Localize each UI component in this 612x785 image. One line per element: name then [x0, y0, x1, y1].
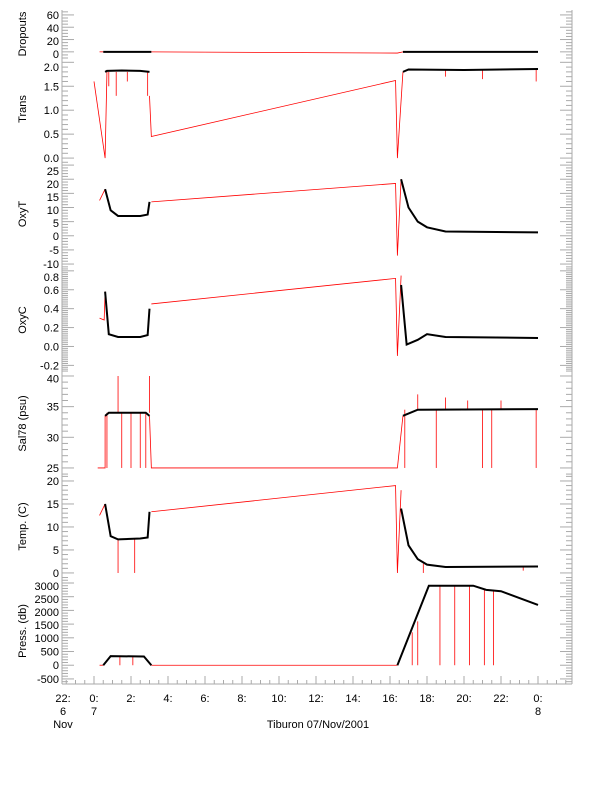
- x-tick-label: Nov: [53, 719, 73, 731]
- x-tick-label: 22:: [493, 693, 508, 705]
- x-tick-label: 6:: [200, 693, 209, 705]
- panel-sal78-psu: 40 35 30 25 Sal78 (psu): [17, 372, 573, 475]
- y-axis-label: Temp. (C): [17, 502, 29, 550]
- y-tick-label: 20: [47, 476, 59, 488]
- good-series-line: [396, 584, 539, 666]
- y-tick-label: 3000: [35, 581, 59, 593]
- y-axis-label: OxyC: [17, 306, 29, 334]
- y-tick-label: 5: [53, 218, 59, 230]
- y-tick-label: 1000: [35, 633, 59, 645]
- y-axis-label: Sal78 (psu): [17, 395, 29, 451]
- x-tick-label: 4:: [163, 693, 172, 705]
- x-tick-label: 18:: [419, 693, 434, 705]
- good-series-line: [102, 655, 153, 666]
- panel-oxyc: 0.80.6 0.4 0.2 0.0 -0.2 OxyC: [17, 268, 573, 372]
- y-tick-label: 20: [47, 179, 59, 191]
- y-tick-label: 1500: [35, 620, 59, 632]
- good-series-line: [104, 411, 151, 417]
- good-series-line: [104, 188, 151, 217]
- y-tick-label: 15: [47, 499, 59, 511]
- y-tick-label: 30: [47, 432, 59, 444]
- y-tick-label: 1.0: [44, 105, 59, 117]
- flagged-series-line: [97, 415, 106, 469]
- x-tick-label: 2:: [126, 693, 135, 705]
- y-tick-label: 10: [47, 205, 59, 217]
- y-tick-label: 0: [53, 231, 59, 243]
- x-tick-label: 6: [60, 706, 66, 718]
- y-tick-label: 25: [47, 166, 59, 178]
- good-series-line: [400, 508, 539, 568]
- flagged-series-line: [151, 179, 402, 256]
- y-tick-label: 0: [53, 49, 59, 61]
- x-tick-label: 8: [535, 706, 541, 718]
- y-tick-label: 0.0: [44, 153, 59, 165]
- good-series-line: [400, 178, 539, 234]
- chart-title: Tiburon 07/Nov/2001: [267, 719, 369, 731]
- y-tick-label: 0.6: [44, 285, 59, 297]
- y-tick-label: 2500: [35, 594, 59, 606]
- y-tick-label: 5: [53, 545, 59, 557]
- y-tick-label: 10: [47, 522, 59, 534]
- y-tick-label: 0: [53, 568, 59, 580]
- flagged-series-line: [151, 51, 404, 54]
- good-series-line: [402, 408, 539, 417]
- y-tick-label: 500: [41, 647, 59, 659]
- x-tick-label: 10:: [271, 693, 286, 705]
- y-tick-label: 60: [47, 10, 59, 22]
- x-tick-label: 20:: [456, 693, 471, 705]
- x-tick-label: 14:: [345, 693, 360, 705]
- x-tick-label: 0:: [89, 693, 98, 705]
- y-tick-label: 25: [47, 463, 59, 475]
- y-axis-label: Dropouts: [17, 11, 29, 56]
- flagged-series-line: [93, 71, 108, 159]
- flagged-series-line: [151, 485, 402, 573]
- y-axis-label: Press. (db): [17, 604, 29, 658]
- y-tick-label: 2.0: [44, 62, 59, 74]
- flagged-series-line: [151, 275, 402, 356]
- good-series-line: [400, 284, 539, 347]
- y-tick-label: 35: [47, 402, 59, 414]
- y-tick-label: -500: [37, 674, 59, 686]
- x-tick-label: 8:: [237, 693, 246, 705]
- y-tick-label: 0.2: [44, 323, 59, 335]
- y-axis-label: Trans: [17, 95, 29, 123]
- y-tick-label: 40: [47, 23, 59, 35]
- flagged-series-line: [99, 291, 106, 321]
- y-tick-label: -5: [49, 245, 59, 257]
- x-tick-label: 0:: [533, 693, 542, 705]
- y-tick-label: 15: [47, 192, 59, 204]
- good-series-line: [104, 503, 151, 541]
- y-tick-label: -0.2: [40, 360, 59, 372]
- y-tick-label: 40: [47, 373, 59, 385]
- y-tick-label: 0.5: [44, 129, 59, 141]
- x-tick-label: 16:: [382, 693, 397, 705]
- good-series-line: [104, 291, 151, 339]
- good-series-line: [402, 68, 539, 73]
- panel-temp-c: 20 15 10 5 0 Temp. (C): [17, 475, 573, 580]
- y-tick-label: 0.8: [44, 272, 59, 284]
- y-tick-label: 20: [47, 36, 59, 48]
- x-tick-label: 7: [91, 706, 97, 718]
- panel-trans: 2.0 1.5 1.0 0.5 0.0 Trans: [17, 58, 573, 165]
- flagged-series-line: [149, 415, 404, 469]
- y-tick-label: 0.4: [44, 304, 59, 316]
- flagged-series-line: [99, 188, 106, 201]
- y-tick-label: 1.5: [44, 81, 59, 93]
- y-axis-label: OxyT: [17, 201, 29, 228]
- flagged-series-line: [99, 503, 106, 516]
- good-series-line: [104, 69, 150, 73]
- flagged-series-line: [149, 71, 404, 159]
- x-tick-label: 12:: [308, 693, 323, 705]
- y-tick-label: 2000: [35, 607, 59, 619]
- y-tick-label: 0.0: [44, 341, 59, 353]
- x-tick-label: 22:: [55, 693, 70, 705]
- y-tick-label: -10: [43, 259, 59, 271]
- y-tick-label: 0: [53, 660, 59, 672]
